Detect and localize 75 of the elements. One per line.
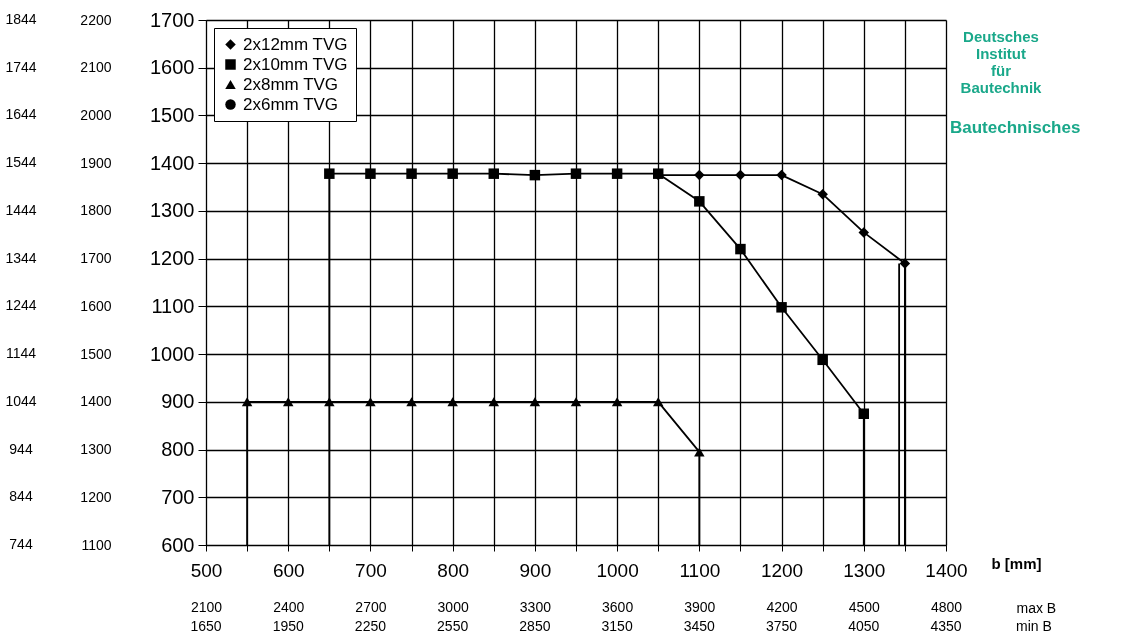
legend-label: 2x10mm TVG xyxy=(243,54,348,74)
y-tick-label: 1000 xyxy=(150,342,195,365)
text: 4350 xyxy=(930,618,962,634)
text: 1650 xyxy=(190,618,222,634)
text: 1044 xyxy=(5,392,37,409)
x2-tick-label: 2100 xyxy=(190,598,223,615)
x2-tick-label: 3000 xyxy=(437,598,469,615)
x2-tick-label: 3900 xyxy=(684,598,716,615)
y2-tick-label: 2100 xyxy=(80,59,112,76)
y-tick-label: 1500 xyxy=(150,103,195,126)
text: 2250 xyxy=(354,618,387,634)
text: 3450 xyxy=(683,618,716,634)
y-tick-label: 1300 xyxy=(150,199,195,222)
text: 844 xyxy=(9,488,33,505)
x-tick-label: 500 xyxy=(190,559,223,581)
y2-tick-label: 1900 xyxy=(80,154,112,171)
x-tick-label: 600 xyxy=(272,559,305,581)
x-tick-label: 1200 xyxy=(760,559,804,581)
x-tick-label: 1400 xyxy=(925,559,968,581)
y-tick-label: 1200 xyxy=(150,247,195,270)
x-tick-label: 1100 xyxy=(679,559,721,581)
y-tick-label: 800 xyxy=(161,438,195,461)
text: Bautechnisches xyxy=(950,118,1081,137)
y2-tick-label: 1700 xyxy=(80,250,112,267)
y2-tick-label: 1500 xyxy=(80,345,112,362)
y-tick-label: 900 xyxy=(161,390,195,413)
x-tick-label: 1300 xyxy=(843,559,886,581)
legend-label: 2x8mm TVG xyxy=(243,74,339,94)
text: 1844 xyxy=(5,11,37,27)
text: 3750 xyxy=(765,618,798,634)
x2-tick-label: 2700 xyxy=(355,598,387,615)
y2-tick-label: 1800 xyxy=(80,202,112,219)
text: 4050 xyxy=(848,618,880,634)
y2-tick-label: 1400 xyxy=(80,393,112,410)
text: 1544 xyxy=(5,154,37,171)
text: 944 xyxy=(9,440,33,457)
x-tick-label: 1000 xyxy=(596,559,639,581)
text: min B xyxy=(1016,618,1052,634)
text: 1644 xyxy=(5,106,37,123)
text: 2850 xyxy=(519,618,551,634)
text: 744 xyxy=(9,536,33,552)
y-tick-label: 1700 xyxy=(150,8,195,31)
text: 1244 xyxy=(5,297,37,314)
y-tick-label: 700 xyxy=(161,485,195,508)
legend-label: 2x12mm TVG xyxy=(243,34,348,54)
y2-tick-label: 1600 xyxy=(80,297,112,314)
x-tick-label: 800 xyxy=(437,559,470,581)
y2-tick-label: 1300 xyxy=(80,441,112,458)
y2-tick-label: 2000 xyxy=(80,106,112,123)
x2-tick-label: 4800 xyxy=(930,598,963,615)
text: 1744 xyxy=(5,58,37,75)
x2-axis-title: max B xyxy=(1016,599,1057,616)
y-tick-label: 1400 xyxy=(150,151,195,174)
x-tick-label: 900 xyxy=(519,559,552,581)
y2-tick-label: 2200 xyxy=(80,11,112,28)
y2-tick-label: 1200 xyxy=(80,488,112,505)
x2-tick-label: 2400 xyxy=(273,598,305,615)
y-tick-label: 1600 xyxy=(150,56,195,79)
y2-tick-label: 1100 xyxy=(81,536,112,553)
y-tick-label: 1100 xyxy=(151,294,195,317)
x2-tick-label: 3300 xyxy=(519,598,552,615)
y-tick-label: 600 xyxy=(161,533,195,556)
text: 1950 xyxy=(272,618,304,634)
text: 1144 xyxy=(5,345,37,362)
legend-label: 2x6mm TVG xyxy=(243,94,339,114)
text: Deutsches Institut für Bautechnik xyxy=(960,28,1043,96)
text: 2550 xyxy=(437,618,469,634)
text: 1444 xyxy=(5,201,37,218)
x-axis-title: b [mm] xyxy=(991,554,1042,572)
x-tick-label: 700 xyxy=(355,559,387,581)
x2-tick-label: 4500 xyxy=(848,598,881,615)
text: 3150 xyxy=(601,618,633,634)
x2-tick-label: 4200 xyxy=(766,598,798,615)
text: 1344 xyxy=(5,249,37,266)
x2-tick-label: 3600 xyxy=(602,598,634,615)
